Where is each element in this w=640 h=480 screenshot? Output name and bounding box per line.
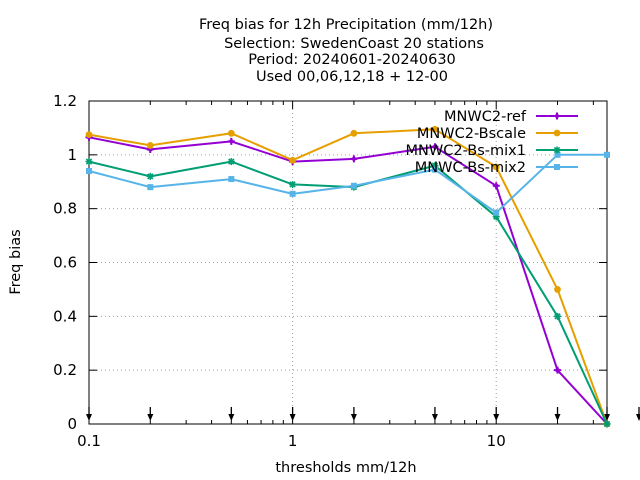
- threshold-arrow: [604, 407, 610, 421]
- data-point: [554, 286, 561, 293]
- data-point: [554, 151, 561, 158]
- legend-marker: [553, 112, 561, 120]
- data-point: [227, 129, 235, 137]
- legend-marker: [554, 164, 560, 170]
- data-point: [604, 151, 610, 158]
- data-point: [86, 167, 92, 174]
- title-line-3: Period: 20240601-20240630: [248, 52, 456, 68]
- title-line-1: Freq bias for 12h Precipitation (mm/12h): [199, 17, 493, 33]
- threshold-arrow: [86, 407, 92, 421]
- threshold-arrow: [289, 407, 296, 421]
- data-point: [603, 420, 611, 428]
- data-point: [227, 137, 235, 145]
- legend-marker: [553, 146, 561, 154]
- legend-label: MNWC2-Bs-mix1: [406, 143, 526, 159]
- data-point: [289, 190, 296, 197]
- y-tick-label: 0: [67, 415, 77, 433]
- x-axis-label: thresholds mm/12h: [275, 460, 416, 476]
- data-point: [228, 176, 235, 183]
- threshold-markers: [86, 407, 640, 421]
- threshold-arrow: [493, 407, 500, 421]
- data-point: [493, 209, 500, 216]
- data-point: [492, 163, 500, 171]
- title-line-2: Selection: SwedenCoast 20 stations: [224, 36, 484, 52]
- legend-label: MNWC2-Bscale: [417, 126, 526, 142]
- data-point: [146, 172, 154, 180]
- series-line: [88, 153, 607, 214]
- threshold-arrow: [431, 407, 438, 421]
- data-point: [431, 125, 439, 133]
- threshold-arrow: [636, 407, 640, 421]
- title-line-4: Used 00,06,12,18 + 12-00: [256, 69, 448, 85]
- data-point: [431, 143, 439, 151]
- legend-label: MNWC2-ref: [444, 109, 527, 125]
- data-point: [350, 182, 357, 189]
- data-point: [227, 158, 235, 166]
- data-point: [289, 180, 297, 188]
- x-tick-label: 1: [288, 432, 298, 450]
- series-line: [88, 160, 608, 425]
- data-point: [492, 182, 500, 190]
- data-point: [431, 166, 438, 173]
- axis-ticks: 0 0.2 0.4 0.6 0.8 1 1.2 0.1 1 10: [53, 92, 607, 450]
- series-3: [86, 151, 610, 216]
- y-tick-label: 1: [67, 146, 77, 164]
- series-layer: [85, 125, 611, 428]
- data-point: [289, 156, 297, 164]
- data-point: [350, 155, 358, 163]
- data-point: [85, 158, 93, 166]
- threshold-arrow: [147, 407, 154, 421]
- threshold-arrow: [228, 407, 235, 421]
- y-tick-label: 0.2: [53, 361, 77, 379]
- legend: MNWC2-refMNWC2-BscaleMNWC2-Bs-mix1MNWC-B…: [406, 109, 578, 176]
- series-1: [85, 125, 611, 428]
- data-point: [85, 131, 93, 139]
- legend-label: MNWC-Bs-mix2: [415, 160, 526, 176]
- threshold-arrow: [554, 407, 561, 421]
- y-tick-label: 0.8: [53, 200, 77, 218]
- data-point: [431, 162, 439, 170]
- data-point: [554, 312, 562, 320]
- data-point: [147, 184, 154, 191]
- x-tick-label: 0.1: [77, 432, 101, 450]
- grid: [89, 101, 607, 424]
- y-tick-label: 1.2: [53, 92, 77, 110]
- chart-title: Freq bias for 12h Precipitation (mm/12h)…: [199, 17, 493, 85]
- data-point: [146, 142, 154, 149]
- y-tick-label: 0.4: [53, 307, 77, 325]
- data-point: [492, 213, 500, 221]
- legend-marker: [553, 129, 561, 137]
- threshold-arrow: [350, 407, 357, 421]
- data-point: [350, 129, 358, 137]
- data-point: [554, 366, 562, 374]
- y-tick-label: 0.6: [53, 254, 77, 272]
- x-tick-label: 10: [487, 432, 506, 450]
- y-axis-label: Freq bias: [8, 229, 24, 294]
